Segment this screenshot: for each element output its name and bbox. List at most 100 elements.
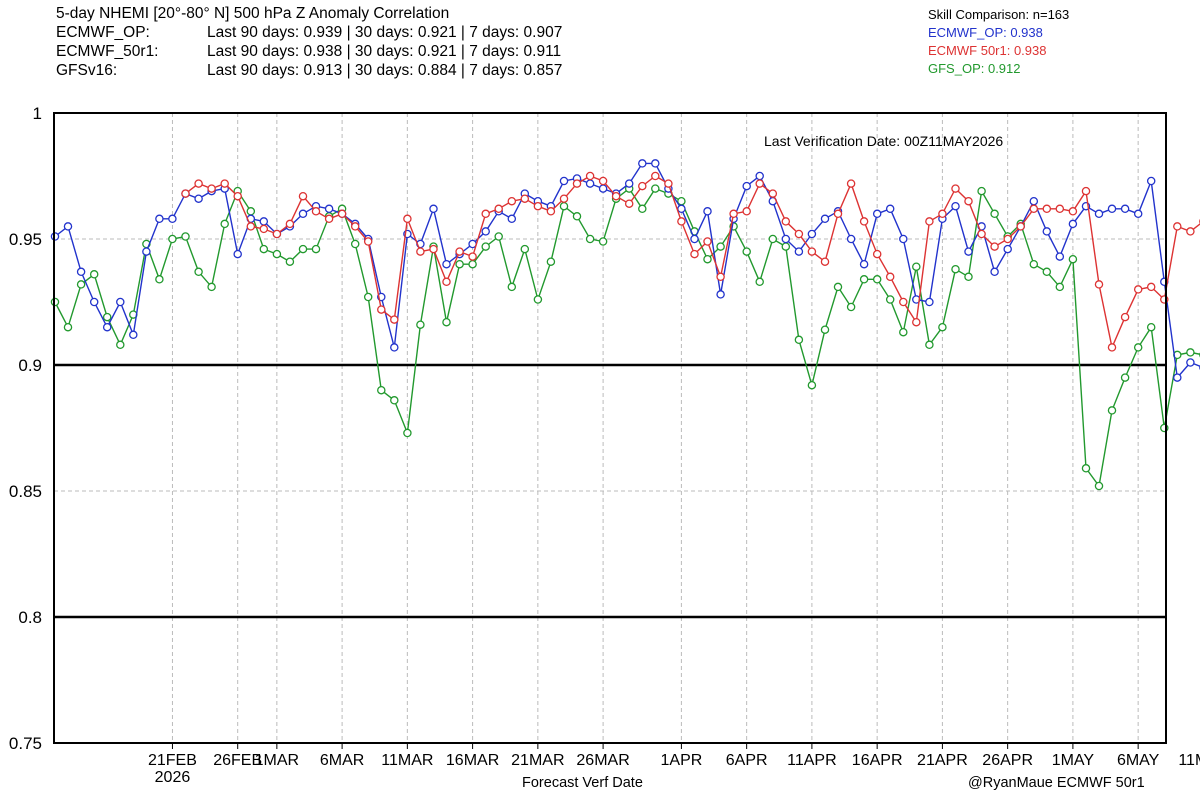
data-point: [468, 259, 477, 269]
data-point: [716, 242, 725, 251]
data-point: [768, 189, 778, 198]
data-point: [572, 179, 582, 188]
data-point: [1094, 481, 1104, 491]
data-point: [624, 199, 634, 208]
data-point: [781, 242, 791, 251]
data-point: [455, 259, 464, 269]
skill-ecmwf-50r1: ECMWF 50r1: 0.938: [928, 43, 1047, 58]
y-tick-label: 1: [33, 104, 42, 123]
data-point: [129, 330, 138, 340]
data-point: [116, 340, 125, 350]
data-point: [1068, 207, 1078, 216]
data-point: [259, 217, 269, 226]
x-tick-label: 16APR: [852, 752, 903, 769]
data-point: [1107, 343, 1117, 352]
data-point: [1016, 222, 1025, 231]
data-point: [755, 179, 764, 188]
data-point: [598, 184, 608, 193]
data-point: [207, 184, 216, 193]
data-point: [833, 282, 843, 292]
data-point: [181, 232, 190, 241]
verification-date-annotation: Last Verification Date: 00Z11MAY2026: [764, 133, 1004, 149]
data-point: [925, 217, 934, 226]
chart-title: 5-day NHEMI [20°-80° N] 500 hPa Z Anomal…: [56, 5, 450, 22]
data-point: [1133, 209, 1143, 219]
data-point: [1120, 312, 1130, 322]
data-point: [442, 259, 451, 269]
x-tick-label: 26APR: [982, 752, 1033, 769]
data-point: [337, 209, 347, 219]
data-point: [324, 214, 334, 224]
data-point: [285, 219, 295, 229]
data-point: [390, 343, 399, 352]
data-point: [611, 191, 621, 201]
data-point: [363, 292, 373, 302]
data-point: [899, 297, 908, 307]
data-point: [729, 209, 738, 219]
series-ecmwf-op: [50, 159, 1200, 382]
data-point: [964, 196, 973, 206]
data-point: [585, 179, 595, 188]
series-line: [54, 187, 1200, 488]
data-point: [624, 179, 634, 188]
data-point: [520, 244, 530, 254]
data-point: [89, 270, 99, 279]
data-point: [1133, 343, 1143, 352]
data-point: [859, 275, 869, 284]
data-point: [703, 254, 712, 264]
data-point: [1029, 204, 1039, 214]
data-point: [481, 227, 490, 236]
y-tick-label: 0.8: [18, 608, 42, 627]
data-point: [442, 317, 451, 327]
data-point: [651, 184, 660, 193]
data-point: [755, 277, 764, 287]
data-point: [964, 272, 973, 282]
data-point: [559, 176, 569, 186]
data-point: [533, 295, 543, 304]
data-point: [468, 252, 477, 261]
data-point: [155, 275, 164, 284]
data-point: [585, 234, 595, 244]
data-point: [951, 184, 960, 193]
data-point: [572, 212, 582, 221]
data-point: [298, 244, 308, 254]
data-point: [859, 217, 869, 226]
data-point: [494, 204, 503, 214]
data-point: [977, 229, 986, 239]
x-tick-label: 11MAR: [381, 752, 433, 769]
x-tick-label: 16MAR: [446, 752, 499, 769]
data-point: [520, 194, 530, 203]
data-point: [76, 267, 86, 277]
data-point: [794, 247, 804, 256]
data-point: [1003, 244, 1012, 254]
data-point: [846, 179, 856, 188]
data-point: [363, 237, 373, 246]
y-tick-label: 0.75: [9, 734, 42, 753]
data-point: [885, 204, 895, 214]
x-tick-label: 11MAY: [1178, 752, 1200, 769]
data-point: [559, 201, 569, 211]
data-point: [690, 234, 699, 244]
x-tick-label: 21MAR: [511, 752, 564, 769]
data-point: [846, 234, 856, 244]
data-point: [925, 340, 934, 350]
data-point: [403, 214, 412, 224]
data-point: [899, 327, 908, 337]
x-tick-label: 26FEB: [213, 752, 262, 769]
data-point: [116, 297, 125, 307]
data-point: [598, 176, 608, 186]
data-point: [207, 282, 216, 292]
data-point: [651, 171, 660, 181]
data-point: [1003, 234, 1012, 244]
data-point: [951, 201, 960, 211]
data-point: [833, 209, 843, 219]
gfs-model-label: GFSv16:: [56, 62, 118, 79]
data-point: [429, 244, 438, 254]
x-tick-label: 1APR: [661, 752, 703, 769]
data-point: [677, 204, 686, 214]
data-point: [1186, 348, 1195, 357]
data-point: [429, 204, 438, 214]
data-point: [168, 214, 177, 224]
ecmwf-op-stats: Last 90 days: 0.939 | 30 days: 0.921 | 7…: [207, 24, 563, 41]
